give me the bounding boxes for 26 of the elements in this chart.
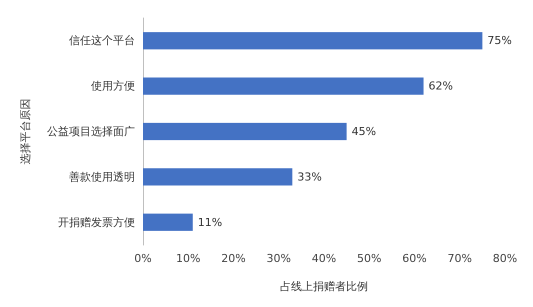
y-tick-label: 善款使用透明 xyxy=(69,170,135,184)
y-tick-label: 信任这个平台 xyxy=(69,34,135,48)
bar xyxy=(143,214,193,231)
bar xyxy=(143,122,347,140)
bar xyxy=(143,77,424,95)
x-tick-label: 0% xyxy=(134,252,152,265)
x-tick-label: 80% xyxy=(492,252,518,265)
y-axis-title: 选择平台原因 xyxy=(19,98,32,164)
y-tick-label: 使用方便 xyxy=(91,80,135,93)
y-tick-label: 公益项目选择面广 xyxy=(47,125,135,138)
x-tick-label: 20% xyxy=(221,252,246,265)
data-label: 33% xyxy=(297,170,322,184)
data-label: 11% xyxy=(198,216,222,229)
x-tick-label: 30% xyxy=(266,252,291,265)
x-tick-label: 50% xyxy=(357,252,382,265)
x-tick-label: 40% xyxy=(312,252,336,265)
bar xyxy=(143,168,292,186)
x-axis-title: 占线上捐赠者比例 xyxy=(280,280,368,293)
data-label: 75% xyxy=(487,34,512,48)
data-label: 45% xyxy=(352,125,376,138)
x-tick-label: 10% xyxy=(176,252,200,265)
y-tick-label: 开捐赠发票方便 xyxy=(58,216,135,229)
data-label: 62% xyxy=(428,80,454,93)
x-tick-label: 60% xyxy=(402,252,427,265)
x-tick-label: 70% xyxy=(448,252,472,265)
bar xyxy=(143,32,482,50)
